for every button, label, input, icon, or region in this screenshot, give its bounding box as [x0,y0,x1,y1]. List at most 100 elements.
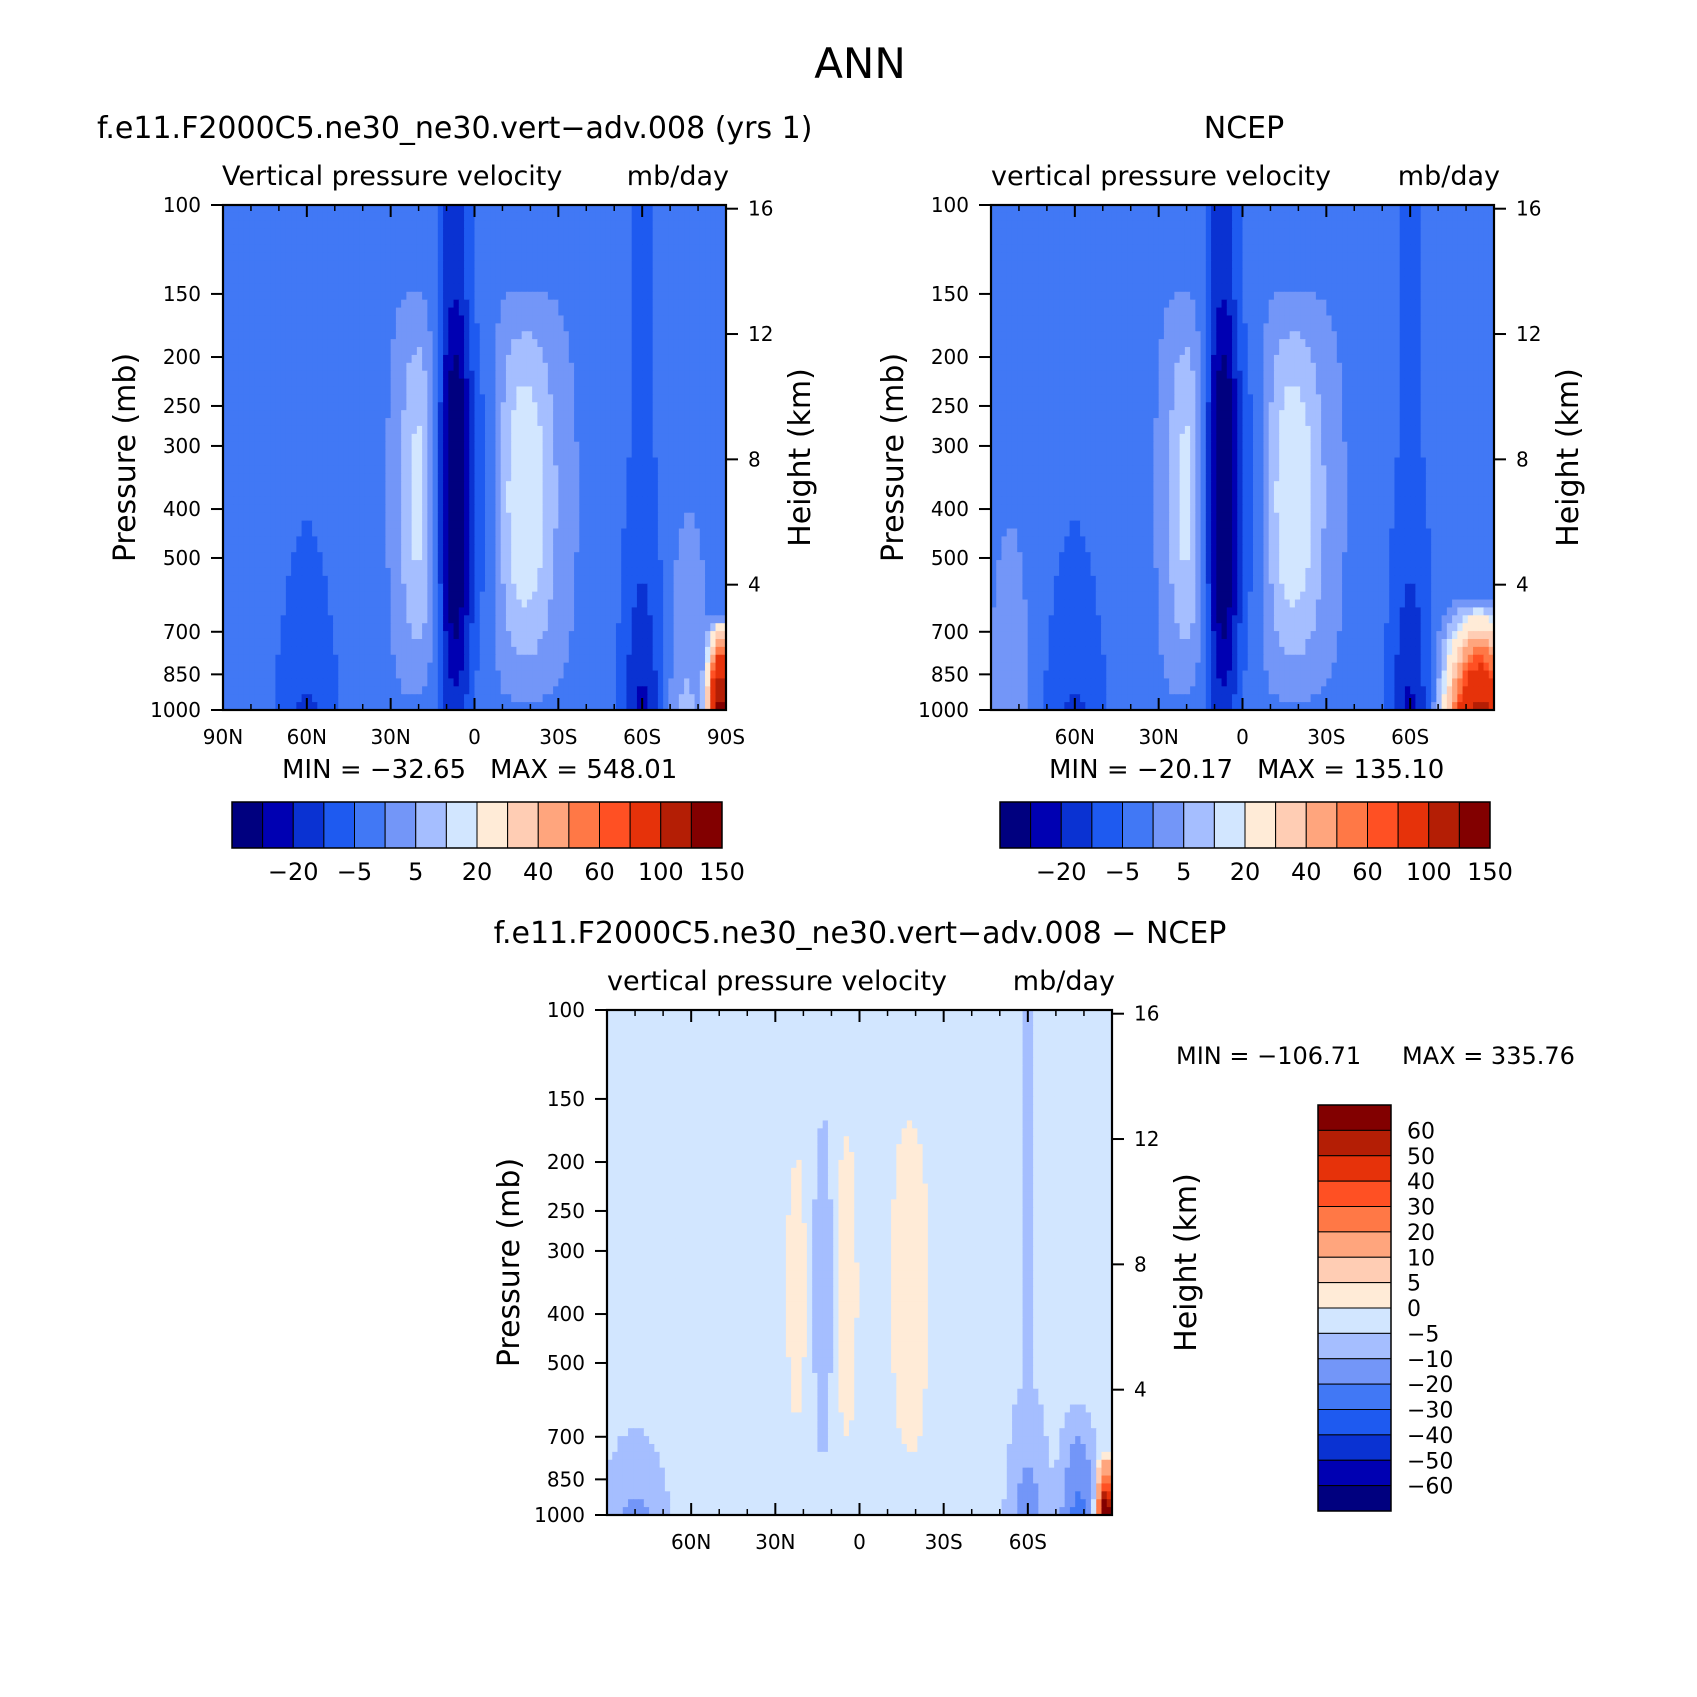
field-cell [631,567,638,577]
field-cell [374,307,381,317]
field-cell [495,339,502,348]
field-cell [705,567,711,577]
field-cell [228,370,235,380]
field-cell [458,567,465,577]
field-cell [322,481,329,490]
field-cell [694,370,701,380]
field-cell [505,283,512,293]
field-cell [395,347,402,356]
field-cell [223,410,229,419]
field-cell [626,441,633,451]
field-cell [642,457,649,466]
field-cell [301,402,308,411]
field-cell [568,323,575,332]
field-cell [322,544,329,553]
field-cell [720,315,726,324]
field-cell [333,457,339,466]
field-cell [390,283,397,293]
field-cell [374,599,381,609]
field-cell [312,260,318,269]
field-cell [406,528,413,538]
field-cell [285,465,292,474]
field-cell [401,607,407,616]
field-cell [621,418,628,427]
field-cell [364,575,371,585]
field-cell [353,418,360,427]
field-cell [374,575,381,585]
field-cell [511,560,518,569]
field-cell [327,252,334,261]
field-cell [270,315,276,324]
field-cell [532,512,538,522]
field-cell [249,599,256,609]
field-cell [453,315,460,324]
field-cell [595,323,601,332]
field-cell [359,457,366,466]
field-cell [542,496,549,506]
field-cell [689,528,696,538]
field-cell [353,473,360,482]
field-cell [642,552,649,561]
field-cell [589,402,596,411]
field-cell [505,489,512,498]
field-cell [547,489,554,498]
field-cell [673,512,680,522]
field-cell [353,228,360,238]
field-cell [673,591,680,601]
field-cell [715,205,722,214]
field-cell [343,394,350,403]
field-cell [705,544,711,553]
field-cell [542,291,549,301]
field-cell [270,307,276,317]
field-cell [280,520,287,530]
field-cell [621,496,628,506]
field-cell [233,307,240,317]
field-cell [432,220,439,230]
field-cell [631,370,638,380]
field-cell [322,425,329,435]
field-cell [270,299,276,309]
field-cell [657,252,664,261]
field-cell [574,323,580,332]
field-cell [621,457,628,466]
field-cell [285,402,292,411]
field-cell [437,347,444,356]
field-cell [553,512,559,522]
field-cell [243,410,250,419]
field-cell [689,220,696,230]
field-cell [631,394,638,403]
field-cell [259,260,266,269]
field-cell [385,205,392,214]
field-cell [542,520,549,530]
field-cell [574,567,580,577]
field-cell [291,591,297,601]
field-cell [406,370,413,380]
field-cell [406,307,413,317]
field-cell [333,299,339,309]
field-cell [694,291,701,301]
field-cell [490,394,497,403]
field-cell [547,449,554,459]
field-cell [411,268,418,277]
field-cell [600,315,607,324]
field-cell [595,291,601,301]
field-cell [223,205,229,214]
field-cell [505,418,512,427]
field-cell [228,449,235,459]
field-cell [647,268,654,277]
field-cell [228,236,235,246]
field-cell [427,283,434,293]
field-cell [374,252,381,261]
field-cell [521,481,528,490]
field-cell [348,205,355,214]
field-cell [437,504,444,514]
field-cell [422,520,428,530]
field-cell [490,315,497,324]
field-cell [364,291,371,301]
field-cell [353,433,360,443]
field-cell [333,410,339,419]
field-cell [322,473,329,482]
field-cell [385,457,392,466]
field-cell [500,252,507,261]
field-cell [626,212,633,222]
